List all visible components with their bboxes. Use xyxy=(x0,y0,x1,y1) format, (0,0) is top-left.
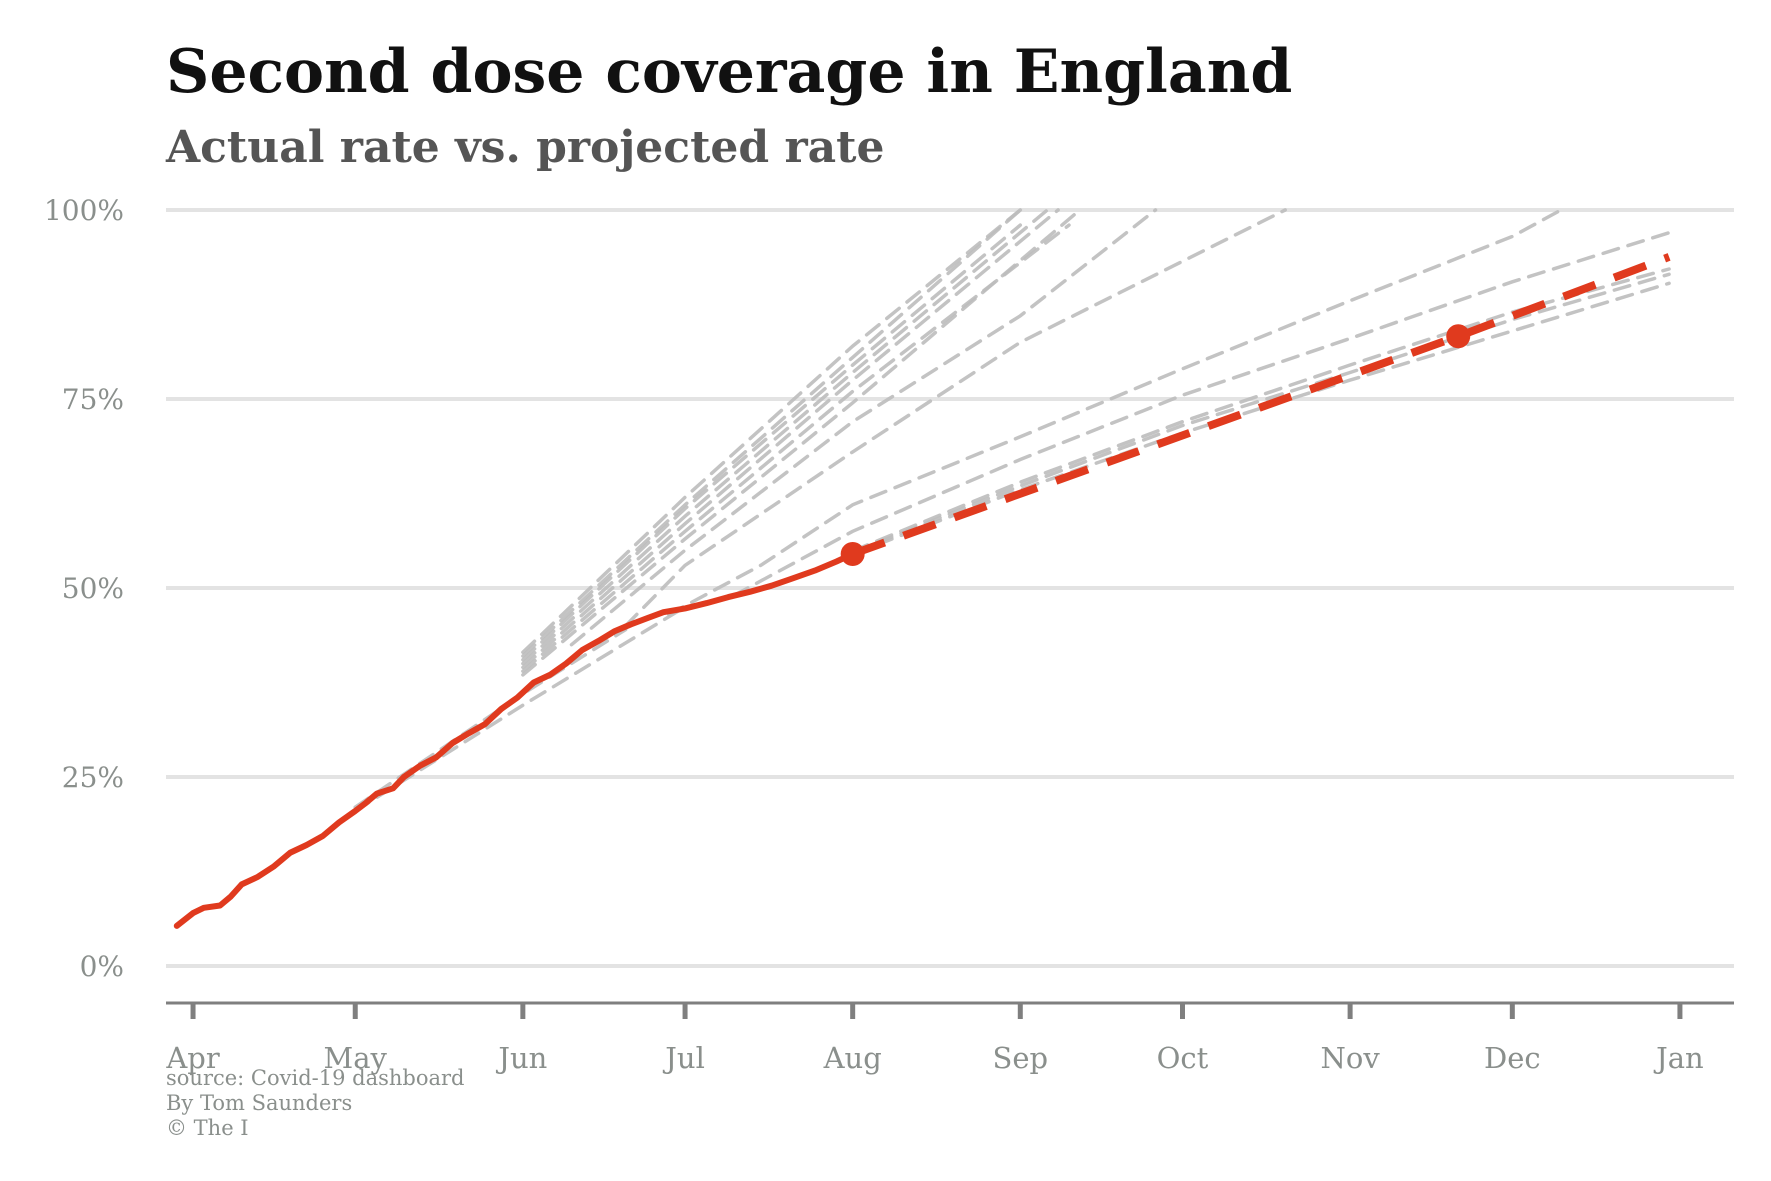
credits: source: Covid-19 dashboard By Tom Saunde… xyxy=(166,1066,465,1141)
latest-actual-point xyxy=(840,541,865,566)
chart-title: Second dose coverage in England xyxy=(166,37,1293,107)
projection-line xyxy=(521,223,1023,662)
projection-line xyxy=(569,208,1158,647)
projection-line xyxy=(353,605,687,813)
projection-line xyxy=(521,208,1060,670)
author-credit: By Tom Saunders xyxy=(166,1091,353,1115)
gridlines xyxy=(166,208,1734,968)
y-tick-label: 0% xyxy=(80,950,124,983)
x-tick-label: Jul xyxy=(662,1041,705,1075)
x-tick-label: Jun xyxy=(495,1041,547,1075)
projection-line xyxy=(521,208,1023,655)
chart-subtitle: Actual rate vs. projected rate xyxy=(166,122,885,173)
projection-line xyxy=(521,223,1071,673)
x-axis: Apr May Jun Jul Aug Sep Oct Nov Dec Jan xyxy=(165,1001,1734,1075)
x-tick-label: Sep xyxy=(992,1041,1048,1075)
x-tick-label: Aug xyxy=(823,1041,882,1075)
y-tick-label: 75% xyxy=(62,383,124,416)
source-credit: source: Covid-19 dashboard xyxy=(166,1066,465,1090)
projection-line xyxy=(521,208,1082,677)
projection-line xyxy=(521,208,1023,658)
projection-line xyxy=(623,208,1287,628)
projected-point xyxy=(1446,324,1471,349)
y-axis-labels: 0% 25% 50% 75% 100% xyxy=(44,194,124,983)
actual-series xyxy=(173,253,1671,929)
projection-line xyxy=(667,208,1563,617)
x-tick-label: Oct xyxy=(1157,1041,1209,1075)
x-tick-label: May xyxy=(324,1041,388,1075)
projection-lines xyxy=(353,208,1671,813)
x-tick-label: Dec xyxy=(1484,1041,1541,1075)
x-tick-label: Apr xyxy=(165,1041,220,1075)
projection-line xyxy=(521,208,1050,666)
x-tick-label: Nov xyxy=(1321,1041,1381,1075)
projection-line xyxy=(850,272,1671,555)
y-tick-label: 25% xyxy=(62,761,124,794)
copyright-credit: © The I xyxy=(166,1116,249,1140)
y-tick-label: 100% xyxy=(44,194,124,227)
projection-line xyxy=(731,230,1671,598)
actual-line xyxy=(173,551,856,929)
y-tick-label: 50% xyxy=(62,572,124,605)
x-tick-label: Jan xyxy=(1653,1041,1704,1075)
